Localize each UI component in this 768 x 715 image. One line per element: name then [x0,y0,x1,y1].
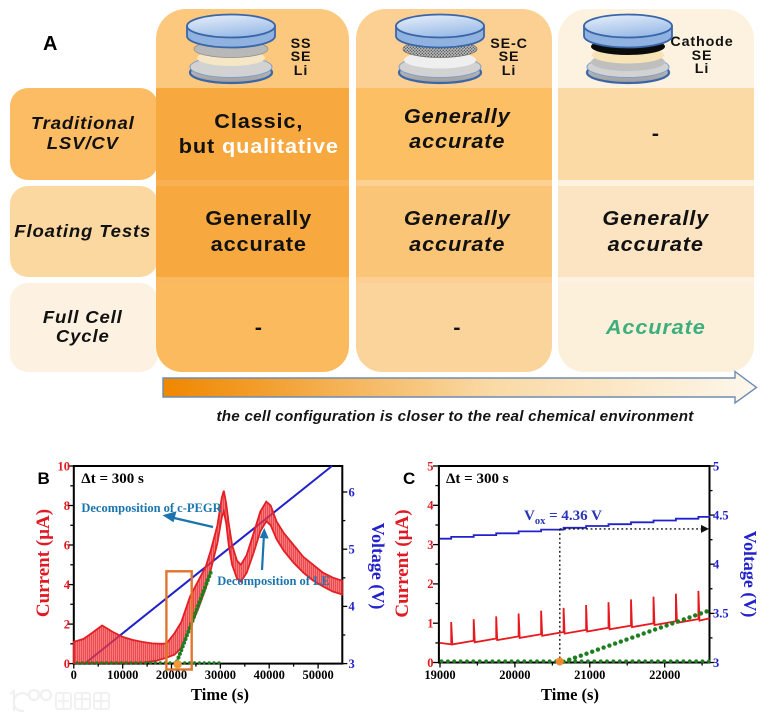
svg-text:3.5: 3.5 [713,607,729,621]
svg-text:30000: 30000 [205,668,236,682]
svg-text:Δt = 300 s: Δt = 300 s [81,471,144,487]
svg-text:40000: 40000 [254,668,285,682]
svg-text:Current (µA): Current (µA) [33,509,54,617]
svg-text:Voltage (V): Voltage (V) [367,523,388,610]
svg-text:21000: 21000 [574,668,605,682]
svg-text:20000: 20000 [499,668,530,682]
svg-text:4: 4 [713,558,720,572]
svg-text:10: 10 [58,459,71,473]
svg-text:0: 0 [427,656,433,670]
svg-text:3: 3 [713,656,719,670]
svg-text:Vox = 4.36 V: Vox = 4.36 V [524,508,602,527]
svg-text:4: 4 [427,499,434,513]
svg-text:6: 6 [64,538,70,552]
svg-text:6: 6 [349,485,355,499]
svg-text:Δt = 300 s: Δt = 300 s [446,471,509,487]
svg-text:10000: 10000 [107,668,138,682]
svg-text:5: 5 [713,459,719,473]
svg-text:4.5: 4.5 [713,508,729,522]
svg-text:1: 1 [427,617,433,631]
svg-text:50000: 50000 [302,668,333,682]
svg-text:Time (s): Time (s) [541,685,599,704]
svg-text:Time (s): Time (s) [191,685,249,704]
svg-text:C: C [403,469,415,488]
svg-text:8: 8 [64,499,70,513]
svg-text:0: 0 [71,668,77,682]
svg-text:3: 3 [427,538,433,552]
svg-text:2: 2 [64,617,70,631]
svg-text:4: 4 [64,578,71,592]
svg-text:Decomposition of c-PEGR: Decomposition of c-PEGR [81,501,222,515]
svg-text:Decomposition of LE: Decomposition of LE [217,574,330,588]
svg-text:5: 5 [427,459,433,473]
svg-text:4: 4 [349,600,356,614]
svg-text:Current (µA): Current (µA) [392,509,413,617]
svg-text:5: 5 [349,543,355,557]
svg-text:0: 0 [64,657,70,671]
svg-text:20000: 20000 [156,668,187,682]
svg-text:B: B [38,469,50,488]
svg-text:19000: 19000 [424,668,455,682]
svg-text:Voltage (V): Voltage (V) [739,531,760,618]
svg-text:22000: 22000 [649,668,680,682]
svg-text:2: 2 [427,577,433,591]
svg-text:3: 3 [349,657,355,671]
